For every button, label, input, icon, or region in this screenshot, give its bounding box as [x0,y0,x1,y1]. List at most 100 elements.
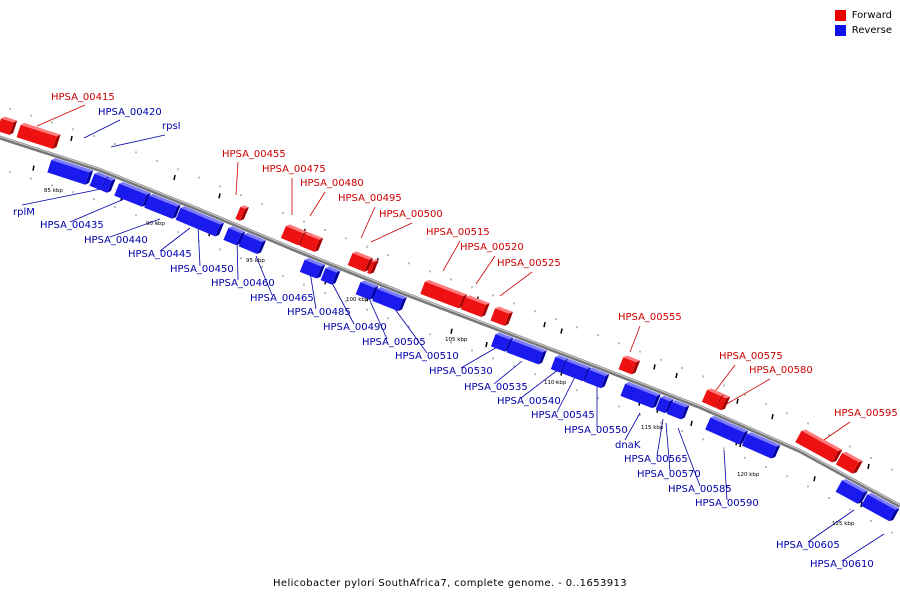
forward-gene[interactable] [367,258,379,275]
reverse-gene[interactable] [144,193,181,220]
forward-gene-label[interactable]: HPSA_00580 [749,365,813,376]
reverse-gene-label[interactable]: HPSA_00485 [287,307,351,318]
gene-face-top [660,395,674,402]
reverse-gene-label[interactable]: HPSA_00435 [40,220,104,231]
reverse-gene[interactable] [223,225,246,246]
reverse-leader [159,227,191,252]
forward-gene[interactable] [235,204,249,222]
forward-gene-label[interactable]: HPSA_00455 [222,149,286,160]
reverse-gene[interactable] [114,181,151,208]
reverse-gene[interactable] [47,157,94,185]
reverse-gene-label[interactable]: HPSA_00530 [429,366,493,377]
reverse-gene[interactable] [506,337,547,365]
reverse-gene-label[interactable]: HPSA_00585 [668,484,732,495]
reverse-gene-label[interactable]: HPSA_00570 [637,469,701,480]
reverse-gene-label[interactable]: HPSA_00445 [128,249,192,260]
forward-gene-label[interactable]: HPSA_00500 [379,209,443,220]
reverse-gene[interactable] [705,415,749,446]
reverse-leader [656,418,664,457]
reverse-gene-label[interactable]: HPSA_00610 [810,559,874,570]
forward-gene[interactable] [716,394,731,412]
reverse-gene[interactable] [101,176,116,194]
reverse-gene[interactable] [655,395,674,415]
forward-leader [499,271,533,297]
reverse-gene-label[interactable]: HPSA_00460 [211,278,275,289]
reverse-gene[interactable] [175,205,225,238]
reverse-gene-label[interactable]: HPSA_00550 [564,425,628,436]
reverse-gene-label[interactable]: HPSA_00420 [98,107,162,118]
gene-face-side [239,207,249,221]
forward-gene[interactable] [347,250,374,273]
map-caption: Helicobacter pylori SouthAfrica7, comple… [272,578,628,589]
reverse-gene-label[interactable]: HPSA_00605 [776,540,840,551]
forward-gene-label[interactable]: HPSA_00415 [51,92,115,103]
forward-gene[interactable] [299,231,324,253]
reverse-gene[interactable] [666,399,690,420]
reverse-gene-label[interactable]: HPSA_00590 [695,498,759,509]
forward-gene[interactable] [420,279,468,310]
forward-gene-label[interactable]: HPSA_00520 [460,242,524,253]
gene-face-front [320,268,337,285]
forward-gene[interactable] [16,122,61,150]
forward-gene[interactable] [835,450,863,475]
gene-face-front [223,227,242,246]
reverse-gene-label[interactable]: dnaK [615,440,641,451]
reverse-gene-label[interactable]: HPSA_00450 [170,264,234,275]
reverse-gene-label[interactable]: HPSA_00510 [395,351,459,362]
feature-tick [32,165,35,171]
feature-tick [771,413,774,420]
forward-gene-label[interactable]: HPSA_00495 [338,193,402,204]
forward-gene-label[interactable]: HPSA_00475 [262,164,326,175]
reverse-gene[interactable] [372,286,407,312]
gene-face-side [652,394,661,409]
reverse-gene-label[interactable]: HPSA_00440 [84,235,148,246]
reverse-gene[interactable] [355,279,379,301]
reverse-gene[interactable] [620,381,661,409]
reverse-gene-label[interactable]: HPSA_00540 [497,396,561,407]
gene-face-side [538,350,547,365]
gene-face-side [721,396,731,411]
reverse-gene-label[interactable]: rpsI [162,121,181,132]
forward-gene-label[interactable]: HPSA_00480 [300,178,364,189]
reverse-gene[interactable] [550,354,569,374]
gene-face-top [801,429,843,451]
reverse-gene[interactable] [320,265,341,285]
reverse-gene[interactable] [861,492,900,523]
reverse-gene-label[interactable]: HPSA_00505 [362,337,426,348]
reverse-gene[interactable] [583,367,610,389]
reverse-gene-label[interactable]: HPSA_00465 [250,293,314,304]
forward-gene[interactable] [795,428,843,464]
forward-gene-label[interactable]: HPSA_00525 [497,258,561,269]
gene-face-side [316,264,326,279]
reverse-gene-label[interactable]: HPSA_00535 [464,382,528,393]
gene-face-top [623,355,641,363]
gene-face-front [420,281,464,309]
forward-gene[interactable] [618,354,641,375]
reverse-gene-label[interactable]: HPSA_00545 [531,410,595,421]
reverse-gene[interactable] [299,257,326,280]
forward-gene-label[interactable]: HPSA_00575 [719,351,783,362]
forward-gene-label[interactable]: HPSA_00515 [426,227,490,238]
reverse-gene[interactable] [835,478,868,506]
reverse-gene-label[interactable]: rplM [13,207,35,218]
forward-gene[interactable] [0,116,18,136]
reverse-gene-label[interactable]: HPSA_00490 [323,322,387,333]
reverse-leader [460,345,500,369]
forward-gene[interactable] [490,306,513,327]
forward-gene-label[interactable]: HPSA_00555 [618,312,682,323]
gene-face-top [304,258,326,267]
forward-leader [360,206,376,239]
reverse-leader [83,119,121,139]
gene-face-side [600,374,610,389]
reverse-gene-label[interactable]: HPSA_00565 [624,454,688,465]
reverse-leader [236,239,239,281]
reverse-gene[interactable] [741,431,781,460]
reverse-leader [109,218,161,238]
gene-face-top [180,206,225,225]
forward-gene-label[interactable]: HPSA_00595 [834,408,898,419]
reverse-gene[interactable] [238,232,267,256]
gene-face-side [257,240,267,255]
forward-gene[interactable] [460,294,490,318]
gene-face-side [369,286,379,300]
legend-reverse-label: Reverse [851,25,892,36]
